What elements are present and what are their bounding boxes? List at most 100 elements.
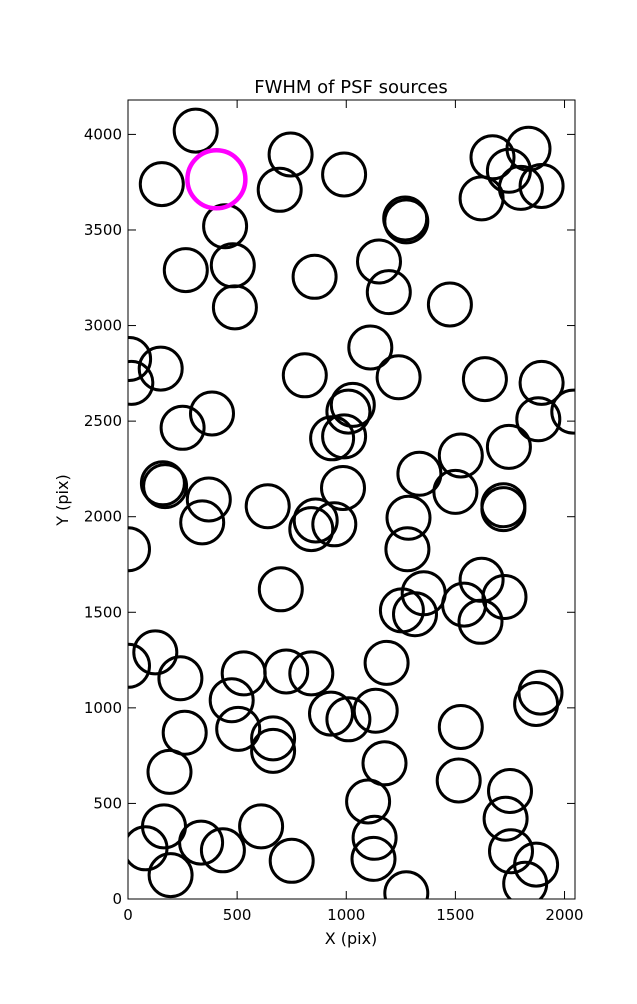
psf-source-marker xyxy=(281,352,328,399)
psf-source-marker xyxy=(292,497,339,544)
y-tick-label: 2000 xyxy=(84,508,122,526)
psf-source-marker xyxy=(352,687,399,734)
psf-source-marker xyxy=(178,819,225,866)
psf-source-marker xyxy=(128,642,151,689)
x-axis-label: X (pix) xyxy=(325,929,378,948)
psf-source-marker xyxy=(189,390,235,437)
psf-source-marker xyxy=(321,151,368,198)
psf-source-marker xyxy=(321,413,368,460)
psf-source-marker xyxy=(361,740,408,787)
psf-source-marker xyxy=(128,825,169,872)
psf-source-marker xyxy=(518,163,565,209)
psf-source-marker xyxy=(250,715,297,762)
psf-source-marker xyxy=(128,336,153,382)
psf-source-marker xyxy=(320,465,366,511)
psf-source-marker xyxy=(350,835,397,882)
psf-source-marker xyxy=(268,837,315,884)
psf-source-marker xyxy=(202,203,249,250)
y-tick-label: 4000 xyxy=(84,125,122,143)
x-tick-label: 1500 xyxy=(436,906,474,924)
psf-source-marker xyxy=(392,591,438,638)
psf-source-marker xyxy=(179,499,226,546)
y-tick-label: 3500 xyxy=(84,221,122,239)
psf-source-marker xyxy=(437,704,484,750)
plot-axes: 0 500 1000 1500 2000 0 500 1000 1500 2000 2500 3000… xyxy=(84,99,584,924)
psf-source-marker xyxy=(128,526,151,573)
psf-source-marker xyxy=(244,483,291,530)
x-tick-label: 0 xyxy=(123,906,133,924)
psf-source-marker xyxy=(426,281,473,328)
psf-source-marker xyxy=(159,404,206,451)
psf-source-marker xyxy=(441,581,488,628)
psf-source-marker xyxy=(267,131,314,178)
psf-source-marker xyxy=(457,598,504,645)
psf-source-marker xyxy=(487,768,533,814)
y-tick-label: 1000 xyxy=(84,699,122,717)
psf-source-marker xyxy=(458,175,505,222)
psf-source-marker xyxy=(263,648,310,695)
psf-source-marker xyxy=(437,432,484,479)
psf-source-marker xyxy=(481,574,528,620)
psf-source-marker xyxy=(288,650,335,697)
psf-source-marker xyxy=(365,269,412,316)
psf-source-marker xyxy=(199,827,246,874)
psf-source-marker xyxy=(384,526,431,573)
psf-source-marker xyxy=(288,506,335,553)
x-tick-label: 1000 xyxy=(327,906,365,924)
psf-source-marker xyxy=(146,748,193,795)
psf-source-marker xyxy=(482,795,529,842)
psf-source-marker xyxy=(220,650,267,697)
psf-source-marker xyxy=(128,359,155,406)
psf-source-marker xyxy=(435,757,482,804)
psf-source-marker xyxy=(396,450,443,497)
psf-source-marker xyxy=(461,356,508,403)
psf-source-marker xyxy=(515,396,562,443)
psf-source-marker xyxy=(208,677,255,724)
psf-source-marker xyxy=(480,482,527,529)
psf-source-marker xyxy=(308,690,354,737)
psf-source-marker xyxy=(363,639,410,686)
y-tick-label: 1500 xyxy=(84,603,122,621)
psf-source-marker xyxy=(375,354,422,401)
psf-source-marker xyxy=(347,324,394,371)
psf-source-marker xyxy=(250,727,297,774)
y-tick-label: 0 xyxy=(112,890,122,908)
psf-source-marker xyxy=(162,247,209,294)
psf-source-marker xyxy=(480,486,527,533)
psf-source-marker xyxy=(383,870,430,899)
psf-source-marker xyxy=(550,388,575,435)
psf-source-marker xyxy=(351,814,398,861)
psf-source-marker xyxy=(325,696,372,743)
psf-source-marker xyxy=(139,460,186,507)
psf-source-marker xyxy=(385,494,432,541)
psf-source-marker xyxy=(488,828,534,875)
psf-source-marker xyxy=(356,238,402,285)
psf-source-marker xyxy=(513,681,560,727)
psf-source-marker xyxy=(142,463,189,510)
plot-frame xyxy=(127,99,576,900)
psf-source-marker xyxy=(383,198,430,245)
x-tick-label: 500 xyxy=(223,906,252,924)
y-tick-label: 3000 xyxy=(84,317,122,335)
psf-source-marker xyxy=(147,852,194,899)
psf-source-marker xyxy=(325,388,372,435)
y-axis-label: Y (pix) xyxy=(53,474,72,526)
psf-source-marker xyxy=(161,709,208,756)
psf-source-marker xyxy=(138,161,185,208)
chart-title: FWHM of PSF sources xyxy=(254,77,448,98)
psf-source-marker xyxy=(209,242,256,289)
psf-source-marker xyxy=(211,284,258,331)
psf-source-marker xyxy=(432,468,479,515)
y-tick-label: 2500 xyxy=(84,412,122,430)
psf-source-marker xyxy=(256,166,303,213)
psf-source-marker xyxy=(291,253,338,300)
psf-source-marker xyxy=(311,501,358,548)
y-tick-label: 500 xyxy=(93,794,122,812)
psf-source-marker xyxy=(137,345,184,392)
psf-source-marker xyxy=(238,803,285,850)
psf-source-marker xyxy=(329,381,376,428)
highlighted-source-marker xyxy=(185,148,248,211)
psf-source-marker xyxy=(172,107,219,154)
